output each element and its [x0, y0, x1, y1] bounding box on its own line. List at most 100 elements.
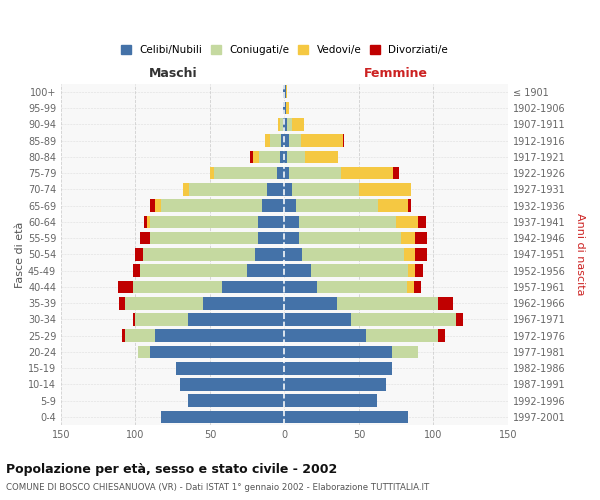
Bar	[284, 378, 386, 391]
Bar	[136, 313, 188, 326]
Bar	[296, 200, 378, 212]
Bar	[281, 134, 284, 147]
Bar	[284, 118, 287, 130]
Bar	[289, 167, 341, 179]
Bar	[183, 183, 189, 196]
Bar	[337, 297, 438, 310]
Bar	[284, 216, 299, 228]
Y-axis label: Fasce di età: Fasce di età	[15, 221, 25, 288]
Bar	[393, 167, 399, 179]
Bar	[286, 102, 289, 114]
Bar	[367, 330, 438, 342]
Bar	[257, 232, 284, 244]
Bar	[401, 232, 415, 244]
Bar	[455, 313, 463, 326]
Bar	[284, 280, 317, 293]
Bar	[301, 134, 343, 147]
Bar	[284, 150, 287, 163]
Bar	[284, 86, 286, 98]
Bar	[289, 134, 301, 147]
Bar	[284, 102, 286, 114]
Bar	[133, 280, 222, 293]
Bar	[140, 232, 151, 244]
Bar	[189, 183, 266, 196]
Bar	[176, 362, 284, 374]
Bar	[188, 394, 284, 407]
Bar	[203, 297, 284, 310]
Bar	[145, 216, 148, 228]
Bar	[265, 134, 269, 147]
Bar	[284, 134, 289, 147]
Bar	[125, 297, 203, 310]
Bar	[136, 248, 143, 261]
Legend: Celibi/Nubili, Coniugati/e, Vedovi/e, Divorziati/e: Celibi/Nubili, Coniugati/e, Vedovi/e, Di…	[116, 41, 452, 60]
Bar	[155, 200, 161, 212]
Bar	[415, 248, 427, 261]
Bar	[396, 216, 418, 228]
Bar	[286, 86, 287, 98]
Bar	[269, 134, 281, 147]
Bar	[283, 118, 284, 130]
Bar	[151, 346, 284, 358]
Bar	[280, 118, 283, 130]
Bar	[180, 378, 284, 391]
Bar	[414, 280, 421, 293]
Bar	[392, 346, 418, 358]
Bar	[343, 134, 344, 147]
Bar	[151, 200, 155, 212]
Bar	[415, 232, 427, 244]
Bar	[284, 410, 408, 424]
Bar	[253, 150, 259, 163]
Bar	[284, 346, 392, 358]
Bar	[148, 216, 151, 228]
Bar	[404, 248, 415, 261]
Bar	[119, 297, 125, 310]
Bar	[139, 346, 151, 358]
Bar	[284, 297, 337, 310]
Bar	[305, 150, 338, 163]
Bar	[280, 150, 284, 163]
Bar	[151, 216, 257, 228]
Bar	[262, 200, 284, 212]
Bar	[140, 264, 247, 277]
Bar	[284, 167, 289, 179]
Bar	[418, 216, 426, 228]
Bar	[284, 362, 392, 374]
Bar	[292, 183, 359, 196]
Bar	[408, 264, 415, 277]
Bar	[415, 264, 423, 277]
Bar	[125, 330, 155, 342]
Bar	[407, 280, 414, 293]
Bar	[214, 167, 277, 179]
Bar	[287, 150, 305, 163]
Bar	[292, 118, 304, 130]
Bar	[287, 118, 292, 130]
Bar	[284, 313, 352, 326]
Bar	[266, 183, 284, 196]
Bar	[118, 280, 133, 293]
Bar	[378, 200, 408, 212]
Bar	[247, 264, 284, 277]
Bar	[284, 183, 292, 196]
Bar	[155, 330, 284, 342]
Bar	[317, 280, 407, 293]
Bar	[210, 167, 214, 179]
Y-axis label: Anni di nascita: Anni di nascita	[575, 213, 585, 296]
Bar	[161, 200, 262, 212]
Bar	[408, 200, 411, 212]
Bar	[352, 313, 455, 326]
Bar	[341, 167, 393, 179]
Bar	[250, 150, 253, 163]
Bar	[278, 118, 280, 130]
Bar	[299, 216, 396, 228]
Bar	[311, 264, 408, 277]
Bar	[284, 200, 296, 212]
Bar	[302, 248, 404, 261]
Bar	[277, 167, 284, 179]
Text: Maschi: Maschi	[148, 68, 197, 80]
Bar	[284, 232, 299, 244]
Bar	[284, 264, 311, 277]
Bar	[284, 330, 367, 342]
Text: Femmine: Femmine	[364, 68, 428, 80]
Text: Popolazione per età, sesso e stato civile - 2002: Popolazione per età, sesso e stato civil…	[6, 462, 337, 475]
